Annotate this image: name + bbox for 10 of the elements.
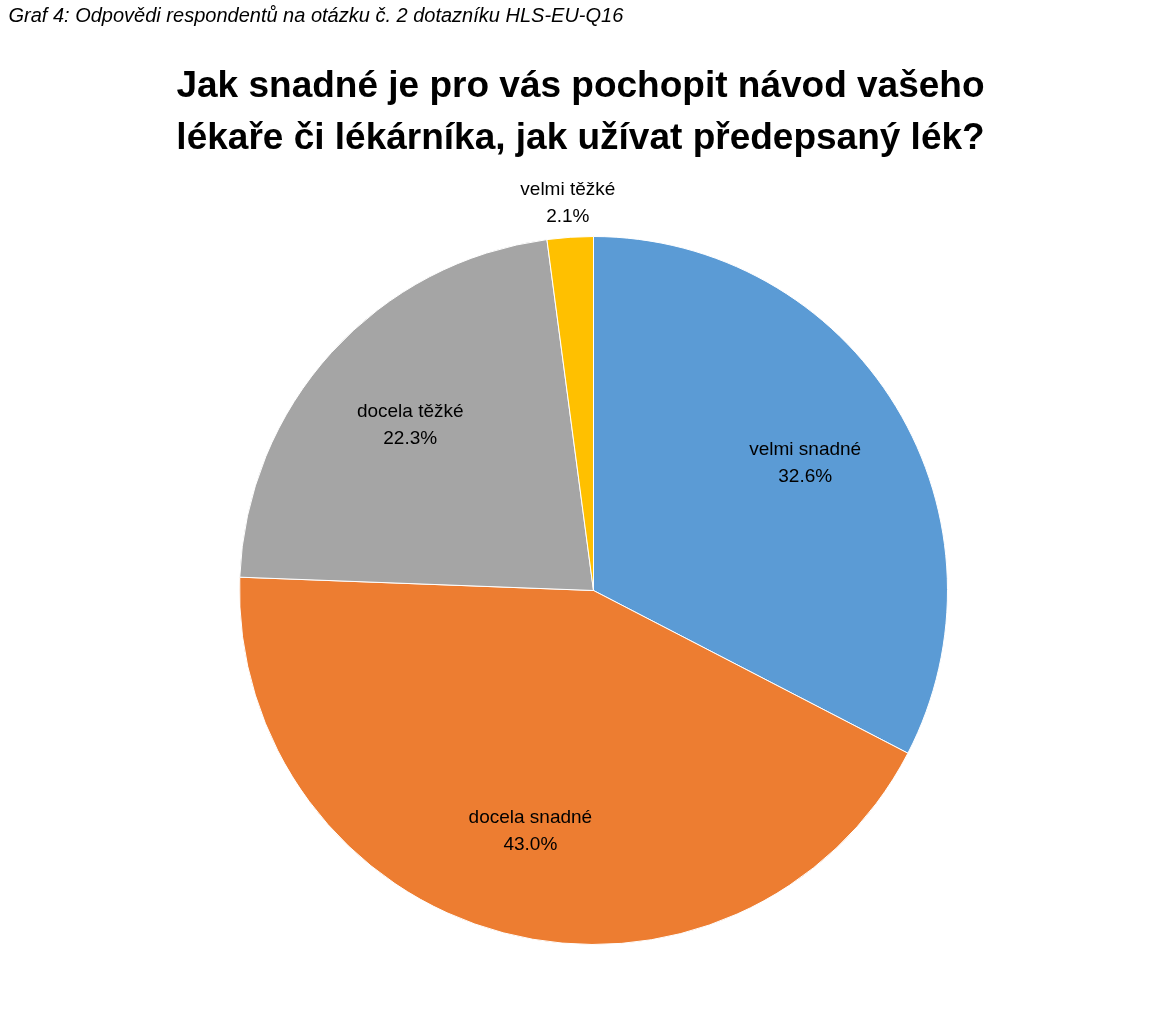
slice-label: docela snadné (468, 805, 593, 827)
slice-label: velmi snadné (749, 437, 862, 459)
slice-label: docela těžké (356, 399, 464, 421)
data-label: 32.6% (778, 464, 833, 486)
text: Graf 4: Odpovědi respondentů na otázku č. 2 dotazníku HLS-EU-Q16 (8, 3, 625, 26)
slice-label: velmi těžké (520, 177, 616, 199)
data-label: 22.3% (383, 426, 438, 448)
data-label: 43.0% (503, 833, 558, 855)
data-label: 2.1% (546, 205, 590, 227)
chart-title: Jak snadné je pro vás pochopit návod vašeho lékaře či lékárníka, jak užívat předepsaný lék? (176, 64, 985, 157)
